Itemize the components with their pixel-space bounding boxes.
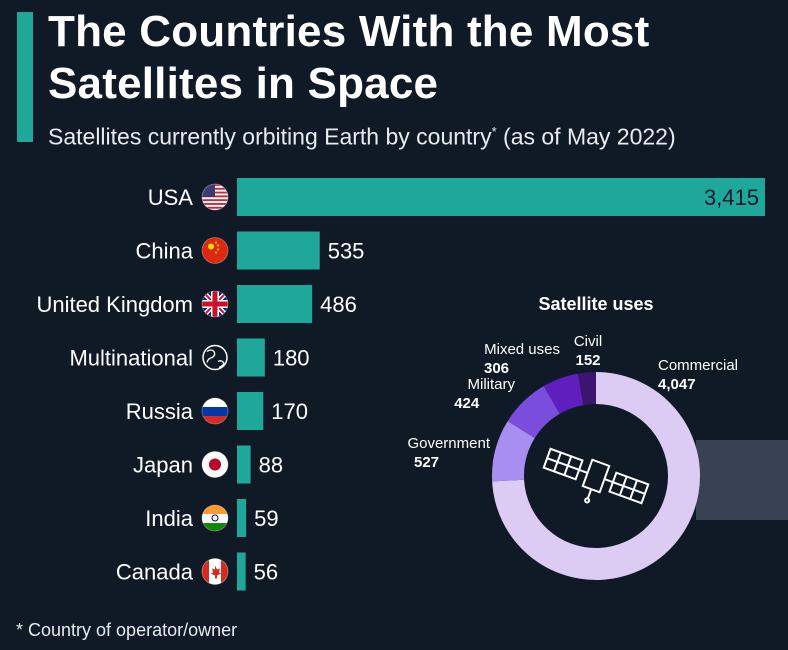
donut-slice — [507, 386, 560, 439]
usa-flag-icon — [201, 183, 229, 211]
donut-slice — [492, 372, 700, 580]
canada-flag-icon — [201, 558, 229, 585]
bar — [237, 285, 313, 323]
bar-row: USA 3,415 — [148, 178, 765, 216]
slice-value: 4,047 — [658, 376, 696, 393]
bar-row: Russia 170 — [126, 392, 308, 430]
slice-value: 424 — [454, 395, 480, 412]
category-label: United Kingdom — [36, 292, 193, 317]
category-label: Japan — [133, 453, 193, 478]
category-label: Multinational — [69, 346, 193, 371]
value-label: 88 — [259, 453, 283, 478]
slice-label: Commercial — [658, 357, 738, 374]
background-band — [696, 440, 788, 520]
page-subtitle: Satellites currently orbiting Earth by c… — [48, 116, 676, 153]
value-label: 180 — [273, 346, 310, 371]
bar — [237, 499, 247, 537]
page-title: The Countries With the Most Satellites i… — [48, 7, 650, 108]
slice-value: 527 — [414, 454, 439, 471]
footnote: * Country of operator/owner — [16, 620, 238, 640]
category-label: Russia — [126, 399, 194, 424]
accent-bar — [17, 12, 33, 142]
japan-flag-icon — [201, 451, 229, 478]
donut-slice — [492, 421, 535, 482]
bar-row: India 59 — [145, 499, 279, 537]
category-label: USA — [148, 185, 194, 210]
slice-label: Military — [468, 376, 516, 393]
donut-slice — [577, 371, 596, 406]
category-label: China — [136, 239, 194, 264]
bar-row: United Kingdom 486 — [36, 285, 357, 323]
bar-chart: USA 3,415 China 535 United Kingdom 486 Multina… — [0, 170, 788, 600]
slice-value: 306 — [484, 360, 509, 377]
donut-title: Satellite uses — [538, 294, 654, 314]
china-flag-icon — [201, 237, 229, 264]
bar — [237, 338, 265, 377]
subtitle-date: (as of May 2022) — [496, 123, 676, 150]
value-label: 3,415 — [704, 185, 759, 210]
bar-row: Multinational 180 — [69, 338, 310, 377]
category-label: Canada — [116, 560, 194, 585]
uk-flag-icon — [201, 290, 229, 318]
slice-value: 152 — [575, 352, 600, 369]
value-label: 56 — [254, 560, 278, 585]
slice-label: Mixed uses — [484, 341, 560, 358]
category-label: India — [145, 506, 193, 531]
russia-flag-icon — [201, 397, 229, 425]
india-flag-icon — [201, 504, 229, 532]
subtitle-footnote-mark: * — [491, 124, 497, 139]
bar — [237, 231, 320, 270]
value-label: 535 — [328, 239, 365, 264]
bar-chart-svg: USA 3,415 China 535 United Kingdom 486 Multina… — [36, 178, 765, 591]
bar-row: Japan 88 — [133, 445, 283, 484]
donut-slice — [543, 373, 584, 414]
value-label: 59 — [254, 506, 278, 531]
bar — [237, 178, 765, 216]
satellite-icon — [542, 447, 650, 505]
bar-row: Canada 56 — [116, 552, 278, 591]
bar — [237, 392, 264, 430]
value-label: 170 — [271, 399, 308, 424]
bar — [237, 552, 246, 591]
subtitle-main: Satellites currently orbiting Earth by c… — [48, 123, 492, 150]
value-label: 486 — [320, 292, 357, 317]
globe-icon — [202, 344, 228, 371]
slice-label: Civil — [574, 333, 602, 350]
bar-row: China 535 — [136, 231, 365, 270]
bar — [237, 445, 251, 484]
slice-label: Government — [407, 435, 490, 452]
